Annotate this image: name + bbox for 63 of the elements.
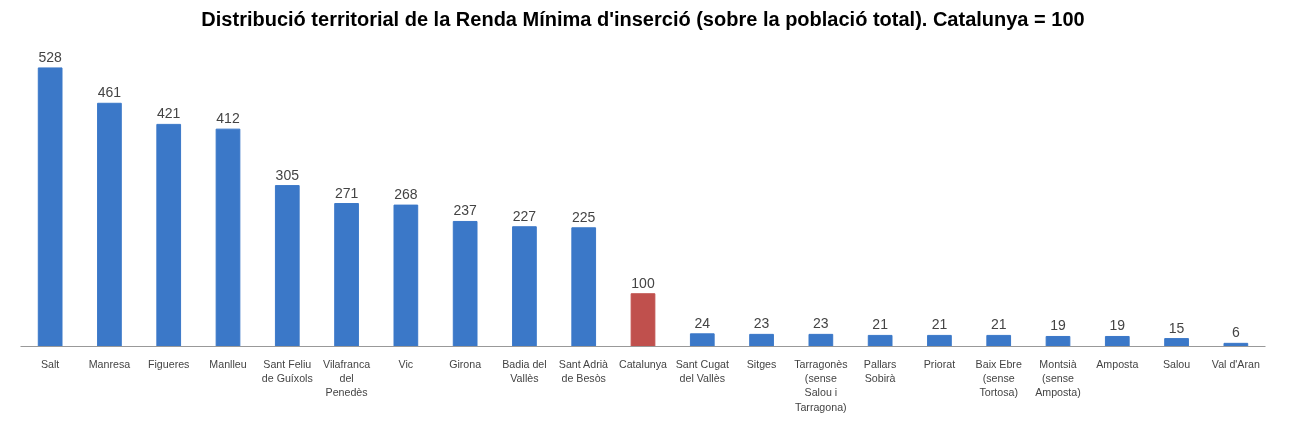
x-tick-label: Vilafranca del Penedès — [322, 357, 371, 399]
bar — [37, 67, 63, 347]
data-label: 23 — [813, 315, 829, 332]
data-label: 23 — [753, 315, 770, 332]
x-tick-label: Sant Adrià de Besòs — [558, 357, 609, 384]
x-tick-label: Sant Feliu de Guíxols — [261, 357, 313, 384]
data-label: 271 — [334, 184, 359, 201]
x-tick-label: Priorat — [923, 357, 956, 370]
bar — [630, 293, 656, 347]
bar — [1045, 335, 1071, 347]
data-label: 227 — [512, 207, 537, 224]
data-label: 305 — [275, 166, 300, 183]
bar — [927, 334, 952, 347]
chart-title: Distribució territorial de la Renda Mínima d'inserció (sobre la població total). Catalunya = 100 — [201, 7, 1085, 30]
x-tick-label: Sant Cugat del Vallès — [675, 357, 729, 384]
bar — [1104, 335, 1130, 347]
x-tick-label: Baix Ebre (sense Tortosa) — [975, 357, 1022, 399]
x-tick-label: Manresa — [88, 357, 131, 370]
data-label: 6 — [1231, 324, 1240, 341]
data-label: 24 — [694, 314, 711, 331]
bar — [393, 204, 419, 347]
bar — [334, 203, 359, 347]
x-tick-label: Salou — [1162, 357, 1191, 370]
data-label: 15 — [1168, 319, 1185, 336]
x-tick-label: Vic — [398, 357, 414, 370]
x-tick-label: Manlleu — [209, 357, 247, 370]
data-label: 237 — [453, 202, 478, 219]
x-tick-label: Amposta — [1096, 357, 1139, 370]
bar — [156, 123, 182, 347]
bar — [274, 185, 300, 347]
bar — [986, 334, 1012, 347]
data-label: 100 — [631, 274, 655, 291]
data-label: 461 — [97, 84, 122, 101]
data-label: 21 — [931, 316, 948, 333]
data-label: 268 — [394, 186, 418, 203]
x-tick-label: Figueres — [147, 357, 190, 370]
bar — [808, 333, 834, 347]
x-tick-label: Val d'Aran — [1211, 357, 1260, 370]
bar — [512, 226, 537, 347]
bar — [867, 334, 893, 347]
data-label: 19 — [1050, 317, 1066, 334]
bar — [1164, 338, 1189, 347]
data-label: 21 — [990, 316, 1007, 333]
data-label: 421 — [157, 105, 181, 122]
data-label: 21 — [872, 316, 889, 333]
data-label: 412 — [216, 110, 240, 127]
bar — [215, 128, 241, 347]
bar — [571, 227, 597, 347]
bar — [97, 102, 122, 347]
bar — [749, 333, 774, 347]
x-tick-label: Catalunya — [619, 357, 668, 370]
data-label: 19 — [1109, 317, 1126, 334]
x-tick-label: Badia del Vallès — [502, 357, 547, 384]
x-tick-label: Salt — [40, 357, 60, 370]
x-tick-label: Girona — [449, 357, 482, 370]
x-tick-label: Tarragonès (sense Salou i Tarragona) — [794, 357, 848, 413]
x-tick-label: Montsià (sense Amposta) — [1035, 357, 1081, 399]
x-tick-label: Pallars Sobirà — [863, 357, 897, 384]
data-label: 528 — [38, 48, 63, 65]
x-tick-label: Sitges — [746, 357, 777, 370]
bar — [452, 220, 478, 347]
bar — [689, 333, 715, 347]
data-label: 225 — [572, 208, 596, 225]
